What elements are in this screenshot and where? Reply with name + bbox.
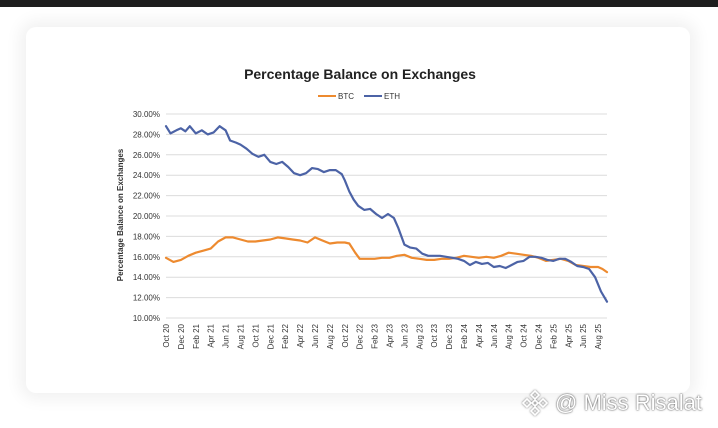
x-tick-label: Apr 23 [385,323,394,347]
x-tick-label: Feb 23 [371,323,380,348]
x-tick-label: Aug 21 [236,323,245,349]
x-tick-label: Oct 20 [162,323,171,347]
grid-lines [166,113,607,319]
x-tick-label: Oct 21 [251,323,260,347]
y-tick-label: 26.00% [133,151,160,160]
y-tick-label: 24.00% [133,171,160,180]
x-tick-label: Jun 21 [222,323,231,348]
diamond-logo-icon [521,389,549,417]
x-tick-label: Dec 20 [177,323,186,349]
x-tick-label: Feb 24 [460,323,469,348]
x-tick-label: Jun 23 [400,323,409,348]
x-tick-label: Oct 24 [520,323,529,347]
x-tick-label: Dec 21 [266,323,275,349]
chart-card [26,27,690,393]
x-tick-label: Apr 21 [207,323,216,347]
x-tick-label: Apr 22 [296,323,305,347]
x-tick-label: Dec 23 [445,323,454,349]
top-edge-bar [0,0,718,7]
x-tick-label: Aug 23 [415,323,424,349]
series-line-eth [164,125,609,303]
y-tick-labels: 10.00% 12.00% 14.00% 16.00% 18.00% 20.00% 22.0… [133,110,160,323]
x-tick-label: Feb 25 [549,323,558,348]
x-tick-label: Aug 24 [505,323,514,349]
series-lines [164,125,609,303]
y-tick-label: 20.00% [133,212,160,221]
x-tick-label: Aug 25 [594,323,603,349]
y-tick-label: 16.00% [133,253,160,262]
y-tick-label: 30.00% [133,110,160,119]
watermark-handle: @ Miss Risalat [555,390,703,415]
x-tick-label: Apr 24 [475,323,484,347]
series-line-btc [164,236,609,274]
x-tick-label: Aug 22 [326,323,335,349]
legend-label-btc: BTC [338,92,354,101]
x-tick-labels: Oct 20 Dec 20 Feb 21 Apr 21 Jun 21 Aug 21 Oct … [162,323,603,349]
x-tick-label: Oct 22 [341,323,350,347]
chart-legend: BTC ETH [318,92,400,101]
x-tick-label: Jun 24 [490,323,499,348]
chart-title: Percentage Balance on Exchanges [244,66,476,82]
y-axis-label: Percentage Balance on Exchanges [116,148,125,281]
y-tick-label: 28.00% [133,130,160,139]
y-tick-label: 22.00% [133,192,160,201]
y-tick-label: 18.00% [133,232,160,241]
x-tick-label: Jun 25 [579,323,588,348]
x-tick-label: Jun 22 [311,323,320,348]
y-tick-label: 10.00% [133,314,160,323]
x-tick-label: Dec 24 [534,323,543,349]
y-tick-label: 12.00% [133,294,160,303]
x-tick-label: Apr 25 [564,323,573,347]
watermark: @ Miss Risalat [520,388,702,418]
x-tick-label: Feb 21 [192,323,201,348]
y-tick-label: 14.00% [133,273,160,282]
legend-label-eth: ETH [384,92,400,101]
x-tick-label: Oct 23 [430,323,439,347]
x-tick-label: Dec 22 [356,323,365,349]
x-tick-label: Feb 22 [281,323,290,348]
